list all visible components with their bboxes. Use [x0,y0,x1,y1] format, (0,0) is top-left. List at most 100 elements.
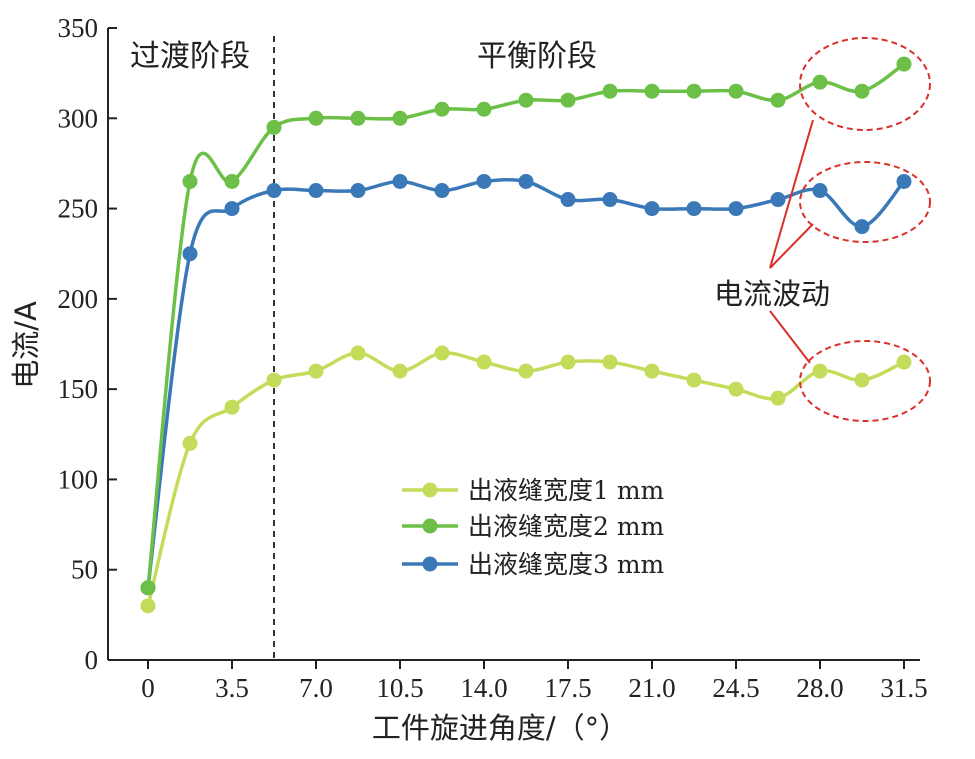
y-ticks: 0 50 100 150 200 250 300 350 [58,13,117,675]
balance-stage-label: 平衡阶段 [477,39,597,74]
data-point [224,201,240,217]
legend-label: 出液缝宽度1 mm [468,476,665,505]
data-point [392,173,408,189]
legend-item: 出液缝宽度3 mm [402,550,665,579]
data-point [602,192,618,208]
data-point [770,92,786,108]
x-tick-label: 31.5 [880,673,927,703]
series-2 [140,56,912,596]
y-tick-label: 300 [58,103,99,133]
fluctuation-label: 电流波动 [714,277,830,311]
x-tick-label: 24.5 [712,673,759,703]
data-point [518,363,534,379]
data-point [602,83,618,99]
data-point [560,192,576,208]
data-point [140,580,156,596]
x-tick-label: 7.0 [299,673,333,703]
data-point [518,92,534,108]
data-point [896,56,912,72]
data-point [896,354,912,370]
y-tick-label: 100 [58,464,99,494]
data-point [644,363,660,379]
data-point [812,74,828,90]
legend-marker [422,518,438,534]
data-point [392,110,408,126]
data-point [140,598,156,614]
data-point [350,183,366,199]
x-tick-label: 14.0 [460,673,507,703]
data-point [266,372,282,388]
data-point [728,201,744,217]
data-point [182,173,198,189]
data-point [686,201,702,217]
data-point [266,183,282,199]
data-point [644,201,660,217]
data-point [476,173,492,189]
data-point [350,345,366,361]
annotation-arrow-line-top [769,119,814,269]
x-tick-label: 0 [141,673,155,703]
x-tick-label: 10.5 [376,673,423,703]
data-point [266,119,282,135]
transition-stage-label: 过渡阶段 [130,39,250,74]
legend-item: 出液缝宽度2 mm [402,512,665,541]
legend: 出液缝宽度1 mm 出液缝宽度2 mm 出液缝宽度3 mm [402,476,665,579]
data-point [476,354,492,370]
data-point [770,390,786,406]
data-point [728,83,744,99]
fluctuation-ellipse-middle [799,161,931,243]
data-point [854,83,870,99]
legend-item: 出液缝宽度1 mm [402,476,665,505]
x-ticks: 0 3.5 7.0 10.5 14.0 17.5 21.0 24.5 28.0 31.5 [141,660,928,703]
legend-marker [422,482,438,498]
data-point [560,92,576,108]
legend-label: 出液缝宽度2 mm [468,512,665,541]
data-point [518,173,534,189]
data-point [434,101,450,117]
y-tick-label: 150 [58,374,99,404]
data-point [644,83,660,99]
x-tick-label: 3.5 [215,673,249,703]
y-tick-label: 350 [58,13,99,43]
data-point [602,354,618,370]
fluctuation-ellipse-bottom [799,340,931,422]
data-point [308,363,324,379]
data-point [224,173,240,189]
series-layer [140,56,912,614]
y-axis-title: 电流/A [9,301,43,389]
data-point [392,363,408,379]
data-point [434,183,450,199]
data-point [476,101,492,117]
y-tick-label: 50 [71,555,98,585]
current-fluctuation-annotation: 电流波动 [714,37,931,422]
x-axis-title: 工件旋进角度/（°） [372,711,628,745]
data-point [812,183,828,199]
data-point [686,83,702,99]
series-line [146,62,906,588]
data-point [350,110,366,126]
x-tick-label: 28.0 [796,673,843,703]
annotation-arrow-line-bottom [769,310,811,364]
legend-marker [422,556,438,572]
series-1 [140,345,912,614]
data-point [434,345,450,361]
data-point [728,381,744,397]
y-tick-label: 250 [58,194,99,224]
x-tick-label: 21.0 [628,673,675,703]
data-point [854,219,870,235]
data-point [560,354,576,370]
data-point [182,246,198,262]
data-point [182,435,198,451]
data-point [308,110,324,126]
data-point [308,183,324,199]
series-3 [140,173,912,596]
data-point [896,173,912,189]
annotation-arrow-line-middle [769,223,814,269]
data-point [854,372,870,388]
data-point [224,399,240,415]
data-point [686,372,702,388]
data-point [770,192,786,208]
y-tick-label: 0 [85,645,99,675]
fluctuation-ellipse-top [799,37,931,131]
